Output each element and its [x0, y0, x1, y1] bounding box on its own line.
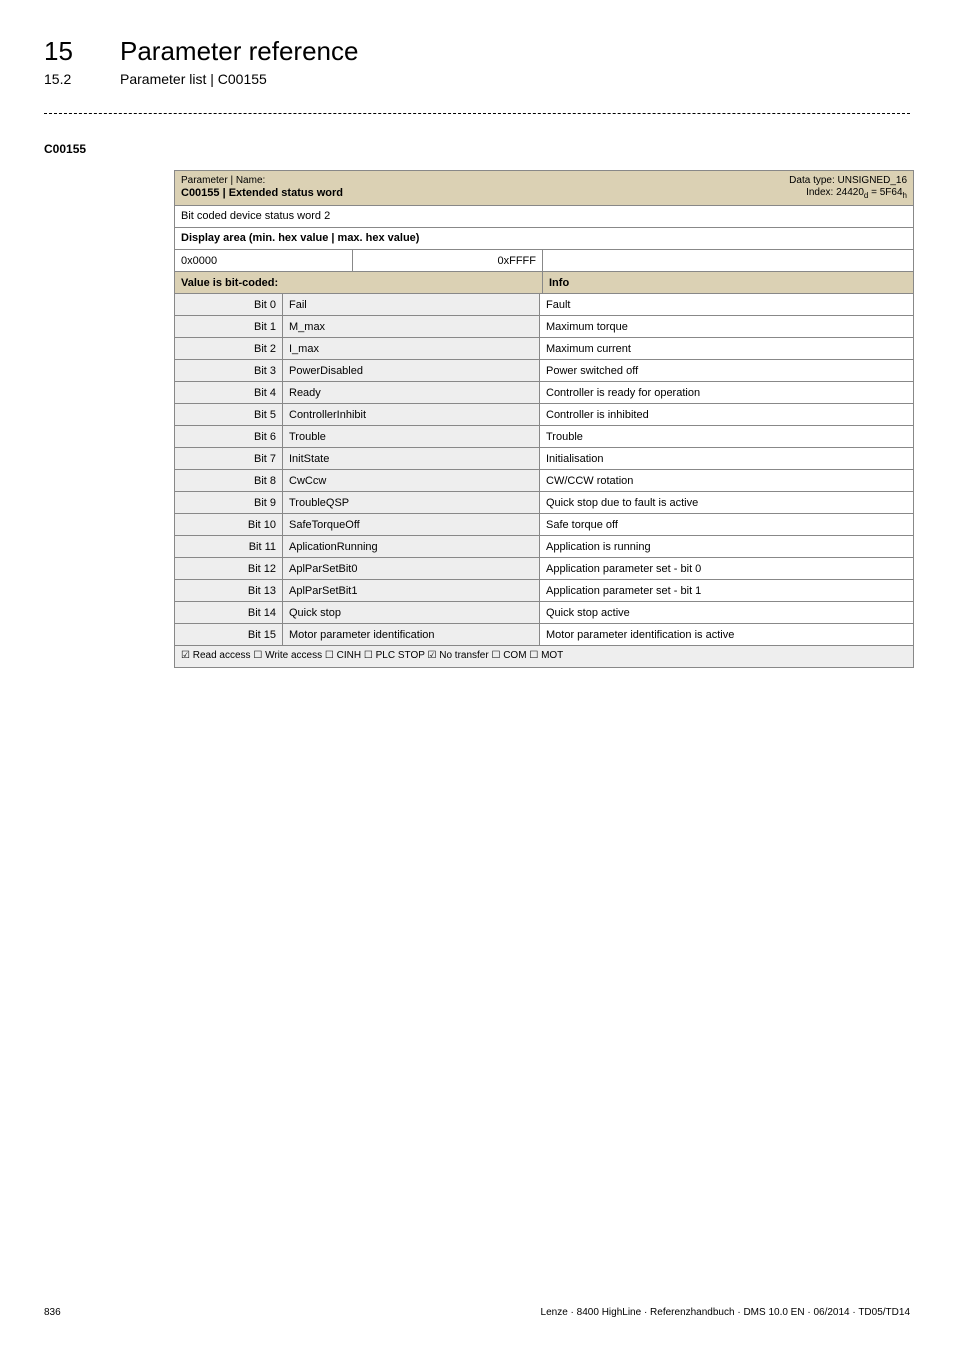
bit-num: Bit 1 [175, 316, 283, 337]
bit-info: Maximum torque [540, 316, 913, 337]
bit-num: Bit 8 [175, 470, 283, 491]
bit-info: Power switched off [540, 360, 913, 381]
bit-header-right: Info [543, 272, 913, 293]
display-min: 0x0000 [175, 250, 353, 271]
bit-num: Bit 7 [175, 448, 283, 469]
section-title: Parameter list | C00155 [120, 71, 267, 87]
table-title-row: Parameter | Name: C00155 | Extended stat… [175, 171, 913, 205]
bit-num: Bit 13 [175, 580, 283, 601]
parameter-code-heading: C00155 [44, 142, 910, 156]
bit-header-left: Value is bit-coded: [175, 272, 543, 293]
parameter-table: Parameter | Name: C00155 | Extended stat… [174, 170, 914, 668]
index-sub2: h [903, 191, 907, 200]
bit-name: CwCcw [283, 470, 540, 491]
bit-num: Bit 5 [175, 404, 283, 425]
bit-info: Application is running [540, 536, 913, 557]
bit-name: AplParSetBit0 [283, 558, 540, 579]
bit-info: Trouble [540, 426, 913, 447]
bit-info: Quick stop active [540, 602, 913, 623]
bit-num: Bit 6 [175, 426, 283, 447]
footer-copyright: Lenze · 8400 HighLine · Referenzhandbuch… [541, 1307, 910, 1318]
bit-name: SafeTorqueOff [283, 514, 540, 535]
bit-name: I_max [283, 338, 540, 359]
divider [44, 113, 910, 114]
bit-name: Quick stop [283, 602, 540, 623]
bit-num: Bit 10 [175, 514, 283, 535]
bit-info: Motor parameter identification is active [540, 624, 913, 645]
display-area-label: Display area (min. hex value | max. hex … [175, 228, 913, 249]
bit-num: Bit 0 [175, 294, 283, 315]
param-name-value: C00155 | Extended status word [181, 187, 343, 199]
page-number: 836 [44, 1307, 61, 1318]
bit-info: Controller is ready for operation [540, 382, 913, 403]
display-max: 0xFFFF [353, 250, 543, 271]
bit-name: PowerDisabled [283, 360, 540, 381]
bit-num: Bit 4 [175, 382, 283, 403]
display-empty [543, 250, 913, 271]
bit-num: Bit 9 [175, 492, 283, 513]
bit-num: Bit 2 [175, 338, 283, 359]
chapter-title: Parameter reference [120, 36, 358, 67]
bit-name: ControllerInhibit [283, 404, 540, 425]
index-mid: = 5F64 [868, 187, 902, 198]
bit-info: Initialisation [540, 448, 913, 469]
bit-info: Controller is inhibited [540, 404, 913, 425]
bit-num: Bit 3 [175, 360, 283, 381]
bit-name: Fail [283, 294, 540, 315]
bit-name: AplicationRunning [283, 536, 540, 557]
bit-info: Quick stop due to fault is active [540, 492, 913, 513]
param-name-label: Parameter | Name: [181, 175, 265, 186]
bit-info: Application parameter set - bit 0 [540, 558, 913, 579]
bit-name: Ready [283, 382, 540, 403]
bit-name: AplParSetBit1 [283, 580, 540, 601]
bit-name: TroubleQSP [283, 492, 540, 513]
bit-info: Fault [540, 294, 913, 315]
section-number: 15.2 [44, 71, 92, 87]
bit-info: Safe torque off [540, 514, 913, 535]
data-type: Data type: UNSIGNED_16 [789, 175, 907, 186]
description: Bit coded device status word 2 [175, 206, 913, 227]
index-prefix: Index: 24420 [806, 187, 864, 198]
bit-info: Application parameter set - bit 1 [540, 580, 913, 601]
chapter-number: 15 [44, 36, 92, 67]
bit-name: Motor parameter identification [283, 624, 540, 645]
bit-num: Bit 15 [175, 624, 283, 645]
access-flags: ☑ Read access ☐ Write access ☐ CINH ☐ PL… [175, 646, 913, 667]
bit-num: Bit 12 [175, 558, 283, 579]
bit-name: M_max [283, 316, 540, 337]
bit-name: Trouble [283, 426, 540, 447]
bit-num: Bit 11 [175, 536, 283, 557]
bit-num: Bit 14 [175, 602, 283, 623]
bit-info: CW/CCW rotation [540, 470, 913, 491]
bit-name: InitState [283, 448, 540, 469]
bit-info: Maximum current [540, 338, 913, 359]
